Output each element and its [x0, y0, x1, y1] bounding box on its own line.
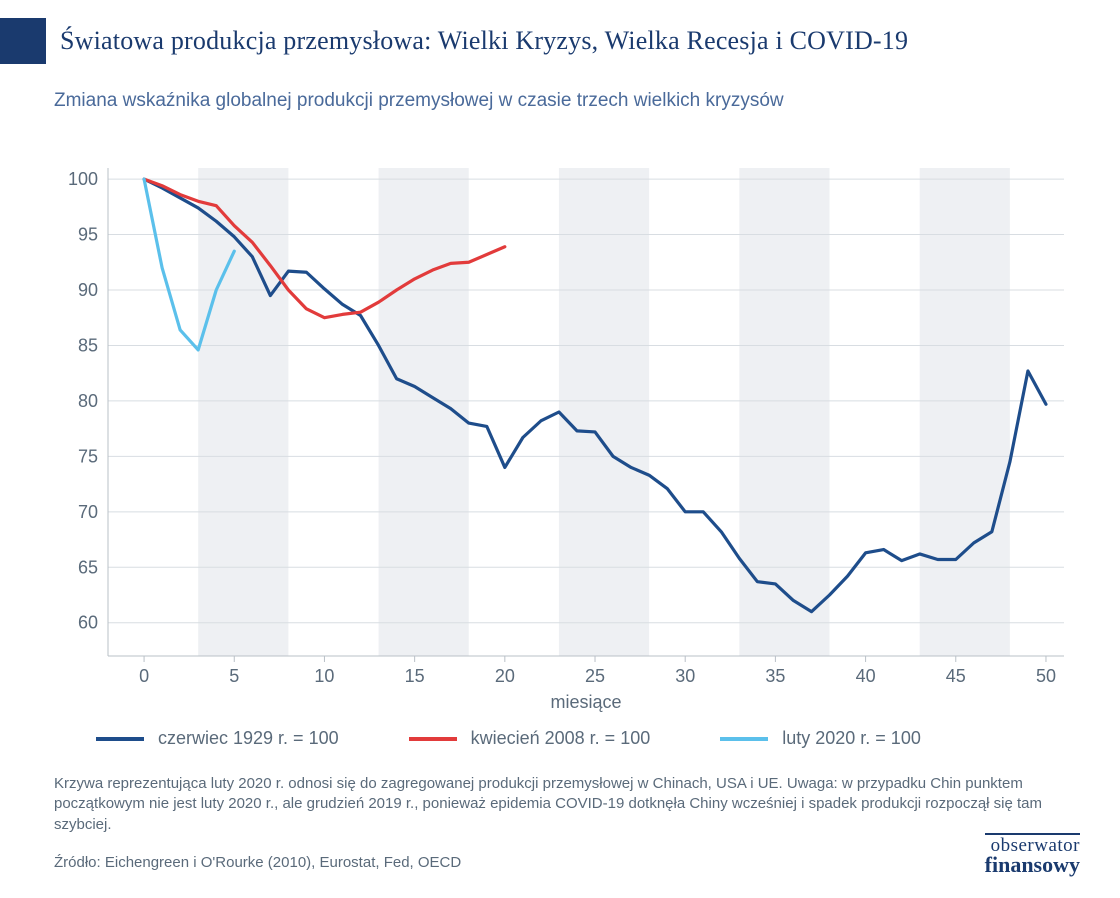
subtitle: Zmiana wskaźnika globalnej produkcji prz…: [54, 90, 1120, 112]
y-tick-label: 100: [68, 169, 98, 189]
y-tick-label: 85: [78, 335, 98, 355]
legend-item: luty 2020 r. = 100: [720, 728, 921, 749]
legend-item: czerwiec 1929 r. = 100: [96, 728, 339, 749]
chart-band: [559, 168, 649, 656]
legend-label: kwiecień 2008 r. = 100: [471, 728, 651, 749]
line-chart-svg: 60 65 70 75 80 85 90 95 100 0 5 10 15 20 25 30 35 40 45 50 m…: [54, 158, 1074, 718]
y-tick-label: 75: [78, 446, 98, 466]
page-title: Światowa produkcja przemysłowa: Wielki K…: [46, 18, 922, 64]
footnote: Krzywa reprezentująca luty 2020 r. odnos…: [54, 774, 1064, 835]
legend-label: czerwiec 1929 r. = 100: [158, 728, 339, 749]
y-tick-label: 65: [78, 557, 98, 577]
x-tick-label: 35: [765, 666, 785, 686]
legend-swatch: [96, 737, 144, 741]
legend-swatch: [720, 737, 768, 741]
legend-swatch: [409, 737, 457, 741]
y-tick-label: 80: [78, 391, 98, 411]
title-accent: [0, 18, 46, 64]
logo-line-2: finansowy: [985, 852, 1080, 877]
chart: 60 65 70 75 80 85 90 95 100 0 5 10 15 20 25 30 35 40 45 50 m…: [54, 158, 1074, 718]
publisher-logo: obserwator finansowy: [985, 833, 1080, 876]
x-tick-label: 50: [1036, 666, 1056, 686]
x-tick-label: 20: [495, 666, 515, 686]
x-tick-label: 25: [585, 666, 605, 686]
x-tick-label: 5: [229, 666, 239, 686]
chart-band: [198, 168, 288, 656]
chart-band: [920, 168, 1010, 656]
x-axis-title: miesiące: [550, 692, 621, 712]
legend-label: luty 2020 r. = 100: [782, 728, 921, 749]
chart-band: [739, 168, 829, 656]
y-tick-label: 60: [78, 613, 98, 633]
x-tick-label: 45: [946, 666, 966, 686]
legend-item: kwiecień 2008 r. = 100: [409, 728, 651, 749]
y-tick-label: 90: [78, 280, 98, 300]
y-tick-label: 70: [78, 502, 98, 522]
y-tick-label: 95: [78, 225, 98, 245]
legend: czerwiec 1929 r. = 100 kwiecień 2008 r. =…: [96, 728, 1076, 749]
source-line: Źródło: Eichengreen i O'Rourke (2010), E…: [54, 854, 461, 871]
x-tick-label: 40: [856, 666, 876, 686]
x-tick-label: 0: [139, 666, 149, 686]
x-tick-label: 30: [675, 666, 695, 686]
title-bar: Światowa produkcja przemysłowa: Wielki K…: [0, 18, 1120, 64]
x-tick-label: 10: [314, 666, 334, 686]
x-tick-label: 15: [405, 666, 425, 686]
